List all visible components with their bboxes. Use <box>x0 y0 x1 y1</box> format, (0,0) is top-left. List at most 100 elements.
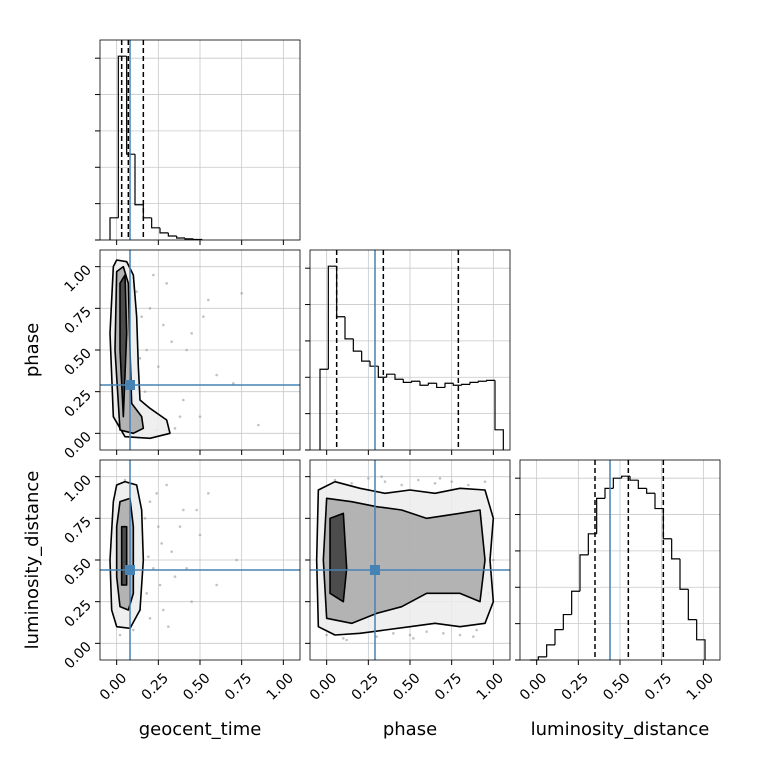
panel-frame <box>309 249 511 451</box>
contour <box>119 274 128 418</box>
histogram-bin <box>419 381 429 386</box>
sample-point <box>135 290 138 293</box>
sample-point <box>350 482 353 485</box>
x-tick-label: 0.50 <box>390 670 423 703</box>
histogram-bin <box>596 497 605 534</box>
histogram-bin <box>394 374 404 380</box>
x-tick-label: 1.00 <box>474 670 507 703</box>
histogram-bin <box>427 382 437 386</box>
histogram-bin <box>176 236 185 239</box>
sample-point <box>118 633 122 637</box>
x-tick-label: 0.00 <box>97 670 130 703</box>
sample-point <box>185 567 188 570</box>
sample-point <box>165 282 168 285</box>
sample-point <box>483 480 487 483</box>
sample-point <box>148 500 152 503</box>
histogram-bin <box>167 232 177 237</box>
sample-point <box>162 323 165 327</box>
histogram-bin <box>436 383 445 389</box>
x-tick-label: 1.00 <box>264 670 297 703</box>
x-tick-label: 0.75 <box>432 670 465 703</box>
x-axis-label: phase <box>383 719 437 740</box>
histogram-bin <box>494 380 504 450</box>
histogram-bin <box>546 644 555 657</box>
sample-point <box>433 482 437 485</box>
sample-point <box>198 415 202 418</box>
sample-point <box>458 633 462 637</box>
histogram-bin <box>637 480 647 489</box>
contour <box>322 497 486 625</box>
histogram-bin <box>126 56 135 155</box>
histogram-bin <box>646 488 655 494</box>
sample-point <box>383 480 387 483</box>
histogram-bin <box>679 558 689 590</box>
truth-marker <box>125 565 135 575</box>
histogram-bin <box>562 613 572 630</box>
histogram-bin <box>109 217 119 240</box>
sample-point <box>380 475 383 478</box>
histogram-bin <box>444 382 454 388</box>
sample-point <box>207 298 210 302</box>
histogram-bin <box>184 238 194 240</box>
sample-point <box>375 635 378 638</box>
sample-point <box>198 533 202 537</box>
sample-point <box>147 555 150 558</box>
sample-point <box>148 307 152 310</box>
histogram-bin <box>344 316 354 340</box>
y-tick-label: 0.00 <box>61 639 94 672</box>
histogram-bin <box>117 55 127 218</box>
histogram-bin <box>621 475 630 479</box>
sample-point <box>392 632 395 635</box>
sample-point <box>425 630 428 633</box>
x-tick-label: 0.75 <box>642 670 675 703</box>
sample-point <box>143 390 147 393</box>
sample-point <box>152 567 155 570</box>
x-tick-label: 0.50 <box>600 670 633 703</box>
x-tick-label: 0.25 <box>139 670 172 703</box>
sample-point <box>207 492 210 495</box>
panel-frame <box>99 249 301 451</box>
y-tick-label: 0.75 <box>61 514 94 547</box>
x-tick-label: 1.00 <box>684 670 717 703</box>
sample-point <box>475 628 478 632</box>
sample-point <box>400 483 403 487</box>
y-tick-label: 0.50 <box>61 346 94 379</box>
sample-point <box>438 477 442 480</box>
histogram-bin <box>336 266 345 318</box>
sample-point <box>140 315 143 318</box>
sample-point <box>152 273 155 277</box>
histogram-bin <box>142 204 152 219</box>
sample-point <box>158 583 162 587</box>
y-tick-label: 1.00 <box>61 262 94 295</box>
sample-point <box>170 340 173 343</box>
truth-marker <box>125 380 135 390</box>
histogram-bin <box>604 487 614 499</box>
panel-frame <box>309 459 511 661</box>
histogram-bin <box>662 508 672 540</box>
histogram-bin <box>654 493 664 510</box>
histogram-bin <box>327 265 337 370</box>
sample-point <box>155 492 158 495</box>
panel-frame <box>99 39 301 241</box>
contour <box>120 525 128 586</box>
histogram-bin <box>369 361 379 367</box>
y-tick-label: 1.00 <box>61 472 94 505</box>
sample-point <box>170 550 173 553</box>
y-tick-label: 0.25 <box>61 387 94 420</box>
histogram-bin <box>579 554 589 592</box>
sample-point <box>145 348 148 352</box>
histogram-bin <box>134 154 144 206</box>
histogram-bin <box>402 379 412 383</box>
histogram-bin <box>461 383 470 386</box>
histogram-bin <box>319 368 329 450</box>
sample-point <box>408 633 412 637</box>
sample-point <box>157 525 160 528</box>
x-tick-label: 0.75 <box>222 670 255 703</box>
x-tick-label: 0.00 <box>307 670 340 703</box>
histogram-bin <box>696 619 706 660</box>
histogram-bin <box>151 217 160 229</box>
sample-point <box>143 517 147 520</box>
sample-point <box>145 592 148 595</box>
y-tick-label: 0.50 <box>61 556 94 589</box>
sample-point <box>190 600 193 603</box>
